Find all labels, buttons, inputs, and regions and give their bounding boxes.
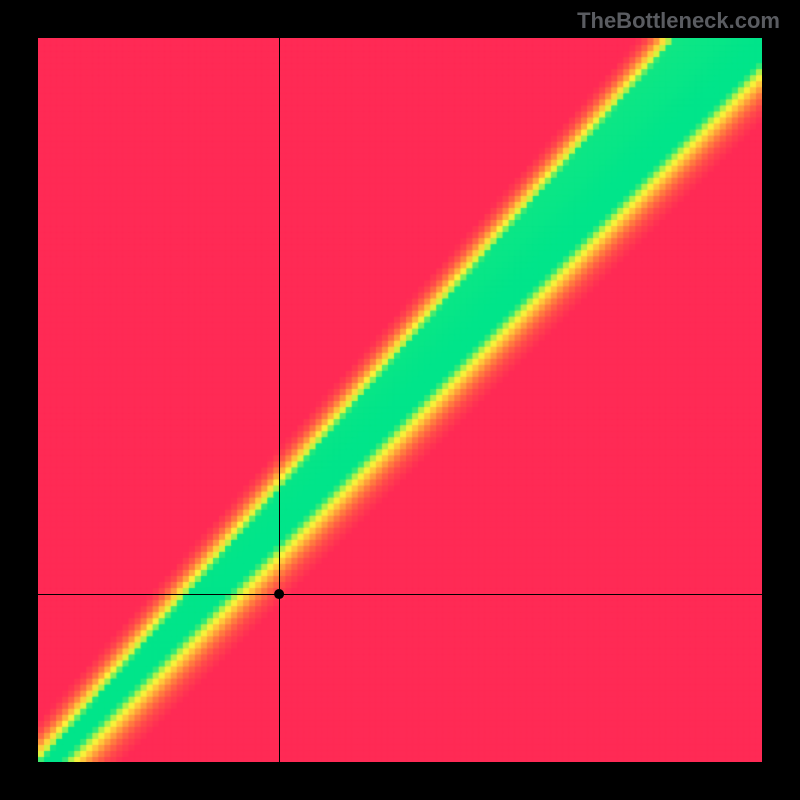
chart-container: TheBottleneck.com <box>0 0 800 800</box>
crosshair-marker <box>38 38 762 762</box>
marker-dot-icon <box>274 589 284 599</box>
watermark-text: TheBottleneck.com <box>577 8 780 34</box>
plot-area <box>38 38 762 762</box>
